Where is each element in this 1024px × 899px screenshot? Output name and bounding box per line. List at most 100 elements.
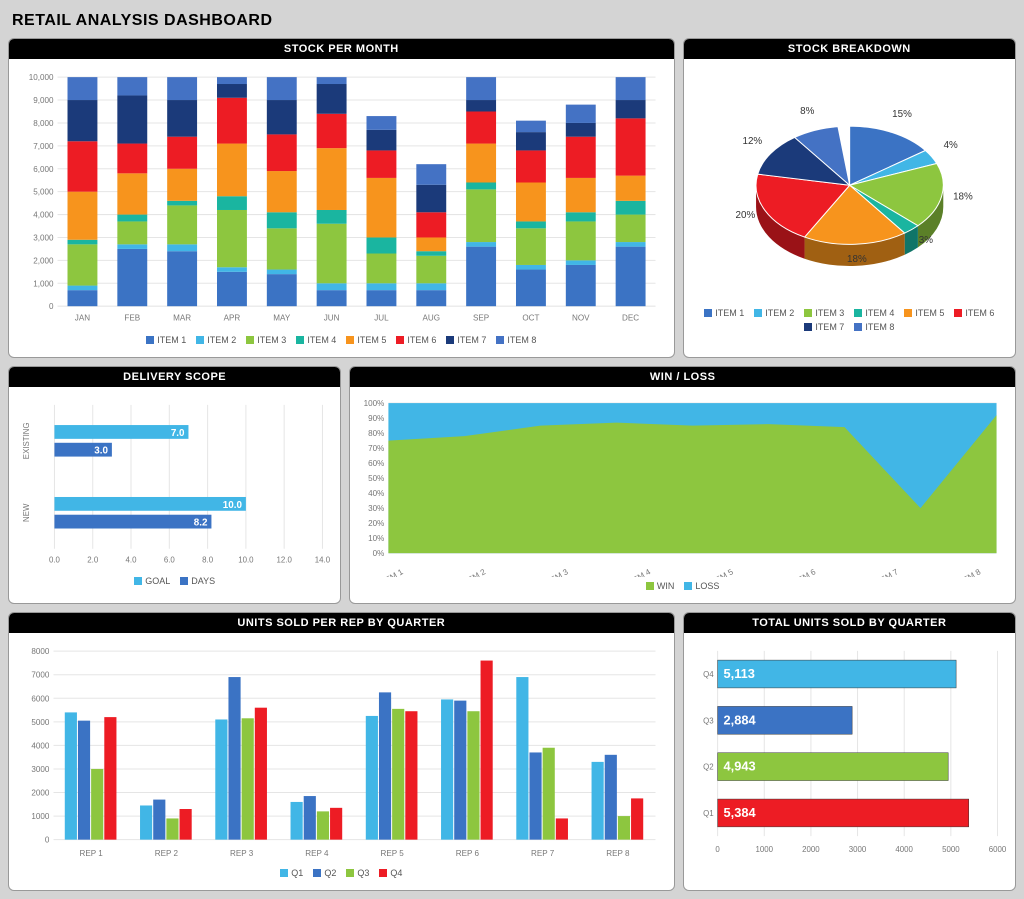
svg-text:DEC: DEC	[622, 313, 639, 322]
legend-swatch	[196, 336, 204, 344]
legend-item: LOSS	[684, 581, 719, 591]
legend-swatch	[146, 336, 154, 344]
legend-item: WIN	[646, 581, 675, 591]
svg-text:2,884: 2,884	[723, 712, 756, 727]
svg-text:JAN: JAN	[75, 313, 90, 322]
legend-swatch	[954, 309, 962, 317]
legend-label: ITEM 8	[865, 322, 894, 332]
legend-label: DAYS	[191, 576, 215, 586]
legend-label: ITEM 3	[815, 308, 844, 318]
svg-text:OCT: OCT	[522, 313, 539, 322]
svg-text:EXISTING: EXISTING	[22, 422, 31, 459]
legend-label: ITEM 1	[715, 308, 744, 318]
units-sold-panel: UNITS SOLD PER REP BY QUARTER 0100020003…	[8, 612, 675, 891]
legend-swatch	[496, 336, 504, 344]
win-loss-panel: WIN / LOSS 0%10%20%30%40%50%60%70%80%90%…	[349, 366, 1016, 604]
legend-label: ITEM 4	[307, 335, 336, 345]
legend-label: ITEM 6	[965, 308, 994, 318]
legend-item: ITEM 2	[754, 308, 794, 318]
svg-text:18%: 18%	[847, 254, 867, 265]
svg-text:Q3: Q3	[703, 716, 714, 725]
stock-legend: ITEM 1ITEM 2ITEM 3ITEM 4ITEM 5ITEM 6ITEM…	[17, 331, 666, 349]
panel-header: TOTAL UNITS SOLD BY QUARTER	[684, 613, 1015, 633]
legend-label: WIN	[657, 581, 675, 591]
legend-label: ITEM 8	[507, 335, 536, 345]
delivery-legend: GOAL DAYS	[17, 572, 332, 590]
legend-swatch	[134, 577, 142, 585]
legend-label: Q3	[357, 868, 369, 878]
legend-swatch	[904, 309, 912, 317]
legend-item: Q4	[379, 868, 402, 878]
svg-text:REP 7: REP 7	[531, 849, 555, 858]
svg-text:10,000: 10,000	[29, 73, 54, 82]
svg-text:ITEM 2: ITEM 2	[460, 567, 488, 577]
legend-label: ITEM 5	[915, 308, 944, 318]
svg-text:Q4: Q4	[703, 670, 714, 679]
svg-text:2,000: 2,000	[33, 256, 54, 265]
legend-label: ITEM 7	[457, 335, 486, 345]
svg-text:3000: 3000	[848, 845, 866, 854]
panel-header: STOCK PER MONTH	[9, 39, 674, 59]
svg-text:Q1: Q1	[703, 809, 714, 818]
legend-swatch	[346, 336, 354, 344]
svg-text:15%: 15%	[892, 109, 912, 120]
svg-text:5,384: 5,384	[723, 805, 756, 820]
units-sold-chart: 010002000300040005000600070008000REP 1RE…	[17, 641, 666, 864]
total-units-chart: 01000200030004000500060005,113Q42,884Q34…	[692, 641, 1007, 858]
svg-text:8.2: 8.2	[194, 517, 208, 528]
stock-per-month-chart: 01,0002,0003,0004,0005,0006,0007,0008,00…	[17, 67, 666, 331]
svg-text:REP 5: REP 5	[381, 849, 405, 858]
legend-swatch	[804, 323, 812, 331]
legend-label: ITEM 2	[207, 335, 236, 345]
svg-text:Q2: Q2	[703, 763, 714, 772]
svg-text:ITEM 5: ITEM 5	[708, 567, 736, 577]
svg-text:REP 2: REP 2	[155, 849, 179, 858]
panel-header: UNITS SOLD PER REP BY QUARTER	[9, 613, 674, 633]
svg-text:20%: 20%	[368, 519, 384, 528]
svg-text:ITEM 6: ITEM 6	[790, 567, 818, 577]
legend-label: ITEM 4	[865, 308, 894, 318]
svg-text:6,000: 6,000	[33, 165, 54, 174]
svg-text:10.0: 10.0	[238, 555, 254, 564]
legend-item: GOAL	[134, 576, 170, 586]
svg-text:50%: 50%	[368, 474, 384, 483]
legend-swatch	[754, 309, 762, 317]
svg-text:80%: 80%	[368, 429, 384, 438]
svg-text:4.0: 4.0	[126, 555, 138, 564]
svg-text:2000: 2000	[802, 845, 820, 854]
svg-text:ITEM 7: ITEM 7	[873, 567, 901, 577]
svg-text:20%: 20%	[735, 210, 755, 221]
svg-text:5000: 5000	[31, 718, 50, 727]
legend-item: ITEM 6	[396, 335, 436, 345]
legend-swatch	[313, 869, 321, 877]
delivery-scope-chart: 0.02.04.06.08.010.012.014.07.03.0EXISTIN…	[17, 395, 332, 572]
svg-text:3000: 3000	[31, 765, 50, 774]
svg-text:12.0: 12.0	[277, 555, 293, 564]
pie-legend: ITEM 1 ITEM 2 ITEM 3 ITEM 4 ITEM 5 ITEM 6 ITEM…	[692, 304, 1007, 336]
svg-text:0.0: 0.0	[49, 555, 61, 564]
total-units-panel: TOTAL UNITS SOLD BY QUARTER 010002000300…	[683, 612, 1016, 891]
svg-text:10.0: 10.0	[223, 499, 243, 510]
legend-label: ITEM 6	[407, 335, 436, 345]
legend-swatch	[346, 869, 354, 877]
svg-text:0%: 0%	[373, 549, 385, 558]
legend-item: ITEM 8	[496, 335, 536, 345]
legend-swatch	[804, 309, 812, 317]
svg-text:REP 8: REP 8	[606, 849, 630, 858]
svg-text:REP 4: REP 4	[305, 849, 329, 858]
legend-label: ITEM 7	[815, 322, 844, 332]
svg-text:8.0: 8.0	[202, 555, 214, 564]
legend-swatch	[280, 869, 288, 877]
svg-text:8%: 8%	[800, 106, 814, 117]
svg-text:12%: 12%	[742, 136, 762, 147]
svg-text:0: 0	[49, 302, 54, 311]
legend-item: ITEM 3	[804, 308, 844, 318]
svg-text:MAR: MAR	[173, 313, 191, 322]
stock-breakdown-panel: STOCK BREAKDOWN 15%4%18%3%18%20%12%8% IT…	[683, 38, 1016, 358]
legend-item: ITEM 1	[704, 308, 744, 318]
panel-header: WIN / LOSS	[350, 367, 1015, 387]
legend-item: ITEM 8	[854, 322, 894, 332]
legend-item: ITEM 7	[804, 322, 844, 332]
svg-text:ITEM 1: ITEM 1	[378, 567, 406, 577]
svg-text:60%: 60%	[368, 459, 384, 468]
